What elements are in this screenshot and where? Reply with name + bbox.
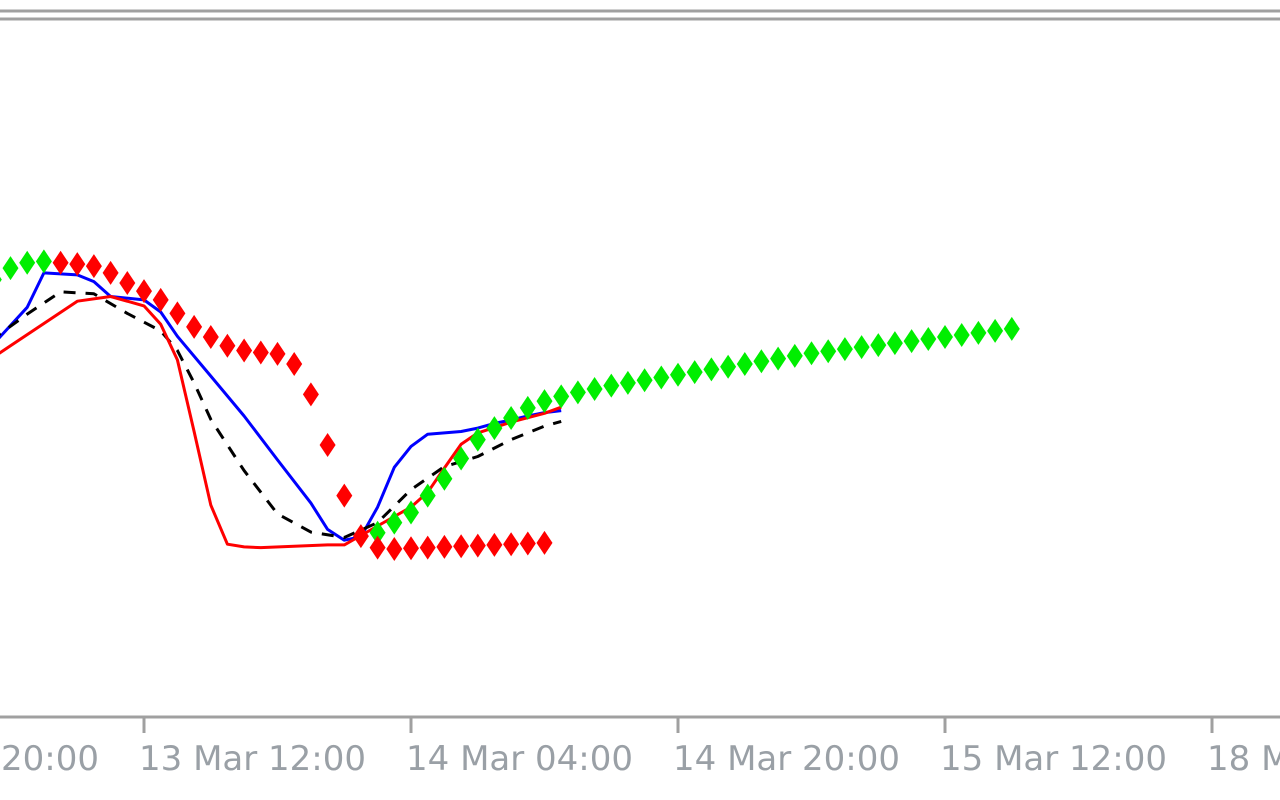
red-dots-marker-18 bbox=[286, 352, 303, 376]
green-dots-marker-29 bbox=[553, 384, 570, 409]
series-line-black bbox=[0, 290, 562, 539]
red-dots-marker-26 bbox=[419, 535, 436, 560]
green-dots-marker-38 bbox=[703, 357, 720, 382]
red-dots-marker-30 bbox=[486, 532, 503, 557]
x-tick-label-0: 12 Mar 20:00 bbox=[0, 739, 99, 779]
green-dots-marker-53 bbox=[953, 323, 970, 347]
green-dots-marker-46 bbox=[836, 337, 853, 362]
green-dots-marker-27 bbox=[519, 395, 536, 420]
red-dots-marker-11 bbox=[169, 301, 186, 326]
green-dots-marker-24 bbox=[469, 427, 486, 452]
green-dots-marker-49 bbox=[886, 331, 903, 356]
green-dots-marker-31 bbox=[586, 377, 603, 401]
green-dots-marker-17 bbox=[35, 249, 52, 274]
x-tick-label-5: 18 Mar 04:00 bbox=[1207, 739, 1280, 779]
green-dots-marker-25 bbox=[486, 416, 503, 441]
red-dots-marker-27 bbox=[436, 534, 453, 559]
green-dots-marker-50 bbox=[903, 329, 920, 354]
green-dots-marker-28 bbox=[536, 389, 553, 414]
red-dots-marker-6 bbox=[85, 254, 102, 279]
red-dots-marker-28 bbox=[453, 534, 470, 559]
green-dots-marker-41 bbox=[753, 349, 770, 374]
green-dots-marker-15 bbox=[2, 256, 19, 281]
green-dots-marker-43 bbox=[786, 343, 803, 368]
green-dots-marker-39 bbox=[720, 354, 737, 379]
green-dots-marker-33 bbox=[619, 370, 636, 395]
green-dots-marker-44 bbox=[803, 341, 820, 366]
red-dots-marker-19 bbox=[302, 382, 319, 407]
green-dots-marker-51 bbox=[920, 327, 937, 351]
red-dots-marker-9 bbox=[136, 279, 152, 304]
red-dots-marker-7 bbox=[102, 260, 119, 285]
red-dots-marker-20 bbox=[319, 433, 336, 457]
x-axis: 12 Mar 20:00 13 Mar 12:00 14 Mar 04:00 14 M… bbox=[0, 717, 1280, 779]
green-dots-marker-20 bbox=[403, 500, 419, 525]
green-dots-marker-37 bbox=[686, 360, 703, 385]
red-dots-marker-13 bbox=[202, 325, 219, 349]
green-dots-marker-26 bbox=[503, 406, 520, 430]
red-dots-marker-12 bbox=[186, 314, 203, 339]
green-dots-marker-30 bbox=[569, 380, 586, 405]
red-dots-marker-8 bbox=[119, 271, 136, 295]
red-dots-marker-23 bbox=[369, 535, 386, 560]
x-tick-label-4: 15 Mar 12:00 bbox=[940, 739, 1167, 779]
green-dots-marker-40 bbox=[736, 352, 753, 376]
red-dots-marker-33 bbox=[536, 530, 553, 555]
x-tick-label-3: 14 Mar 20:00 bbox=[673, 739, 900, 779]
green-dots-marker-16 bbox=[19, 250, 36, 275]
x-tick-label-1: 13 Mar 12:00 bbox=[139, 739, 366, 779]
red-dots-marker-16 bbox=[252, 340, 269, 365]
green-dots-marker-56 bbox=[1003, 316, 1020, 341]
green-dots-marker-52 bbox=[937, 325, 953, 349]
red-dots-marker-5 bbox=[69, 252, 86, 277]
marker-dots bbox=[0, 249, 1020, 561]
series-lines bbox=[0, 271, 562, 550]
red-dots-marker-25 bbox=[403, 536, 419, 561]
green-dots-marker-14 bbox=[0, 276, 2, 283]
green-dots-marker-19 bbox=[386, 510, 403, 535]
red-dots-marker-29 bbox=[469, 533, 486, 558]
red-dots-marker-17 bbox=[269, 341, 286, 366]
red-dots-marker-4 bbox=[52, 250, 69, 275]
green-dots-marker-55 bbox=[987, 318, 1004, 343]
red-dots-marker-32 bbox=[519, 531, 536, 556]
green-dots-marker-21 bbox=[419, 483, 436, 508]
green-dots-marker-36 bbox=[670, 362, 686, 387]
green-dots-marker-34 bbox=[636, 368, 653, 393]
red-dots-marker-14 bbox=[219, 333, 236, 358]
red-dots-marker-15 bbox=[236, 338, 253, 363]
red-dots-marker-22 bbox=[352, 524, 369, 549]
green-dots-marker-22 bbox=[436, 466, 453, 491]
red-dots-marker-31 bbox=[503, 532, 520, 557]
green-dots-marker-35 bbox=[653, 365, 670, 390]
red-dots-marker-10 bbox=[152, 287, 169, 312]
series-line-red bbox=[0, 295, 562, 550]
green-dots-marker-32 bbox=[603, 373, 620, 398]
red-dots-marker-24 bbox=[386, 537, 403, 561]
green-dots-marker-18 bbox=[369, 520, 386, 545]
series-line-blue bbox=[0, 271, 562, 542]
red-dots-marker-21 bbox=[336, 483, 353, 508]
green-dots-marker-42 bbox=[770, 346, 787, 371]
green-dots-marker-54 bbox=[970, 320, 987, 345]
green-dots-marker-48 bbox=[870, 333, 887, 358]
green-dots-marker-23 bbox=[453, 446, 470, 471]
green-dots-marker-45 bbox=[820, 339, 837, 364]
x-tick-label-2: 14 Mar 04:00 bbox=[406, 739, 633, 779]
chart-frame bbox=[0, 9, 1280, 719]
green-dots-marker-47 bbox=[853, 335, 870, 360]
